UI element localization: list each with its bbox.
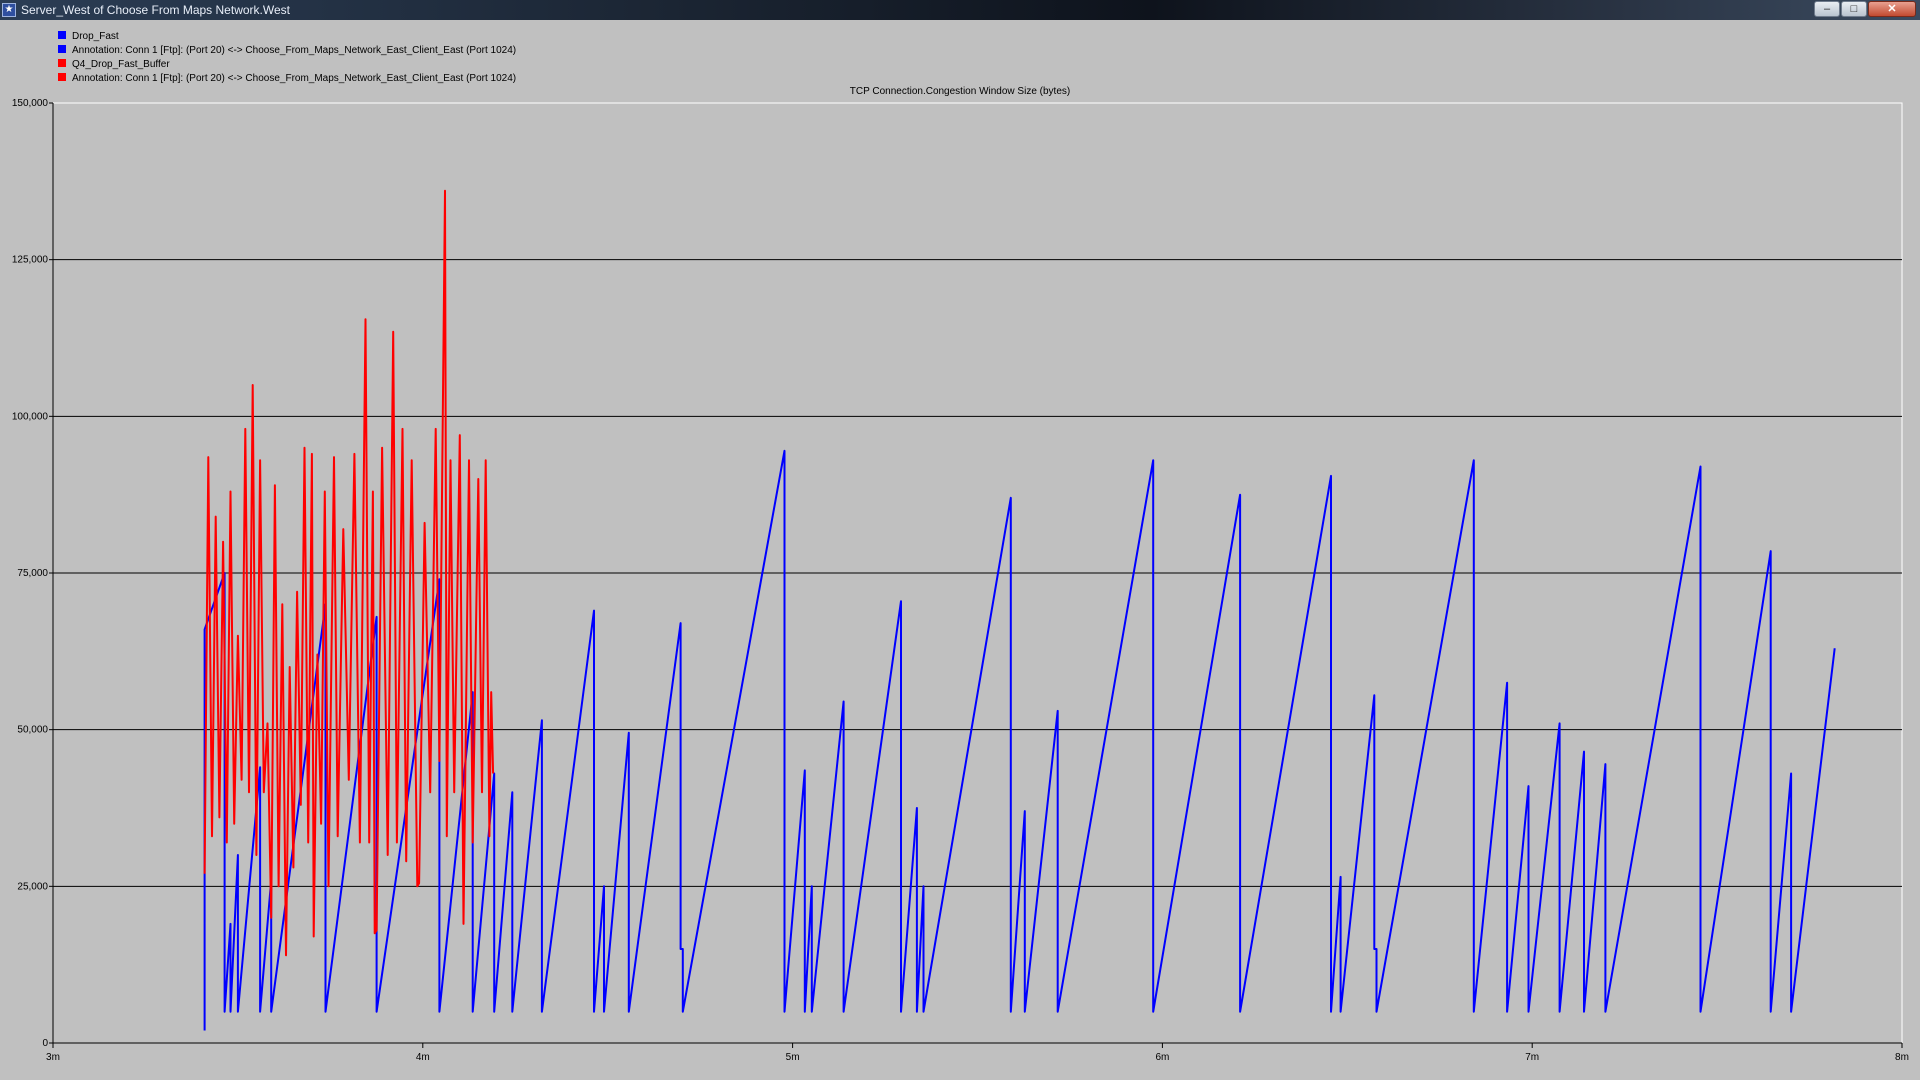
legend-swatch <box>58 31 66 40</box>
x-tick-label: 3m <box>46 1052 60 1063</box>
legend-label: Annotation: Conn 1 [Ftp]: (Port 20) <-> … <box>72 45 517 56</box>
legend-item-annotation-red: Annotation: Conn 1 [Ftp]: (Port 20) <-> … <box>58 72 516 86</box>
chart-legend: Drop_Fast Annotation: Conn 1 [Ftp]: (Por… <box>58 30 516 86</box>
y-tick-label: 25,000 <box>17 881 48 892</box>
legend-swatch <box>58 73 66 82</box>
y-tick-label: 0 <box>42 1038 48 1049</box>
legend-swatch <box>58 45 66 54</box>
legend-label: Drop_Fast <box>72 31 119 42</box>
legend-item-drop-fast: Drop_Fast <box>58 30 516 44</box>
legend-item-annotation-blue: Annotation: Conn 1 [Ftp]: (Port 20) <-> … <box>58 44 516 58</box>
y-tick-label: 75,000 <box>17 568 48 579</box>
x-tick-label: 4m <box>416 1052 430 1063</box>
close-button[interactable]: ✕ <box>1868 1 1916 17</box>
y-tick-label: 150,000 <box>12 98 49 109</box>
x-tick-label: 8m <box>1895 1052 1909 1063</box>
y-tick-label: 50,000 <box>17 725 48 736</box>
series-line-q4-drop-fast-buffer <box>203 189 495 957</box>
series-line-drop-fast <box>203 449 1836 1031</box>
legend-item-q4-drop-fast-buffer: Q4_Drop_Fast_Buffer <box>58 58 516 72</box>
x-tick-label: 5m <box>786 1052 800 1063</box>
y-tick-label: 100,000 <box>12 411 49 422</box>
x-tick-label: 6m <box>1155 1052 1169 1063</box>
y-tick-label: 125,000 <box>12 255 49 266</box>
maximize-button[interactable]: □ <box>1841 1 1867 17</box>
legend-label: Annotation: Conn 1 [Ftp]: (Port 20) <-> … <box>72 73 517 84</box>
chart-title: TCP Connection.Congestion Window Size (b… <box>849 86 1071 97</box>
legend-swatch <box>58 59 66 68</box>
window-titlebar: ★ Server_West of Choose From Maps Networ… <box>0 0 1920 20</box>
minimize-button[interactable]: – <box>1814 1 1840 17</box>
window-title: Server_West of Choose From Maps Network.… <box>21 3 290 17</box>
app-star-icon: ★ <box>2 3 16 17</box>
x-tick-label: 7m <box>1525 1052 1539 1063</box>
legend-label: Q4_Drop_Fast_Buffer <box>72 59 170 70</box>
